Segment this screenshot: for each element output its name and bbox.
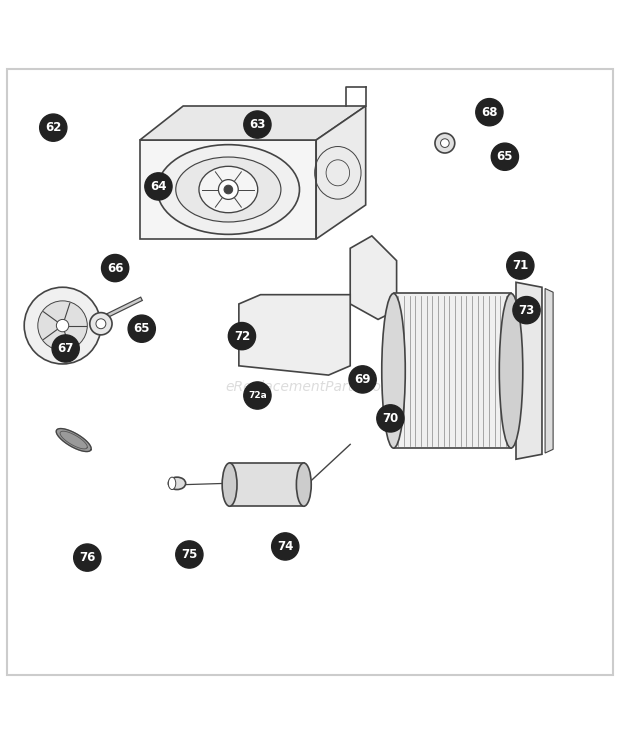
FancyBboxPatch shape <box>7 69 613 675</box>
Circle shape <box>24 287 101 364</box>
Text: 75: 75 <box>181 548 198 561</box>
Circle shape <box>218 179 238 199</box>
Circle shape <box>507 252 534 279</box>
Polygon shape <box>350 236 397 319</box>
Polygon shape <box>394 293 511 448</box>
Text: 67: 67 <box>58 342 74 355</box>
Circle shape <box>435 133 454 153</box>
Circle shape <box>491 143 518 170</box>
Polygon shape <box>316 106 366 239</box>
Text: 68: 68 <box>481 106 498 119</box>
Circle shape <box>441 139 449 147</box>
Text: 71: 71 <box>512 259 528 272</box>
Circle shape <box>56 319 69 332</box>
Circle shape <box>244 382 271 409</box>
Circle shape <box>224 185 232 194</box>
Text: 74: 74 <box>277 540 293 553</box>
Polygon shape <box>140 140 316 239</box>
Circle shape <box>96 318 106 329</box>
Circle shape <box>349 366 376 393</box>
Circle shape <box>90 312 112 335</box>
Circle shape <box>102 254 129 282</box>
Ellipse shape <box>157 144 299 234</box>
Text: 65: 65 <box>497 150 513 163</box>
Text: 65: 65 <box>133 322 150 336</box>
Text: 76: 76 <box>79 551 95 564</box>
Polygon shape <box>140 106 366 140</box>
Polygon shape <box>239 295 350 375</box>
Text: 63: 63 <box>249 118 265 131</box>
Ellipse shape <box>199 167 258 213</box>
Polygon shape <box>516 282 542 459</box>
Circle shape <box>244 111 271 138</box>
Text: 70: 70 <box>383 412 399 425</box>
Text: 64: 64 <box>150 180 167 193</box>
Ellipse shape <box>169 477 185 490</box>
Circle shape <box>38 301 87 350</box>
Polygon shape <box>229 463 304 506</box>
Ellipse shape <box>175 157 281 222</box>
Text: eReplacementParts.com: eReplacementParts.com <box>225 380 395 394</box>
Circle shape <box>513 297 540 324</box>
Text: 72: 72 <box>234 330 250 343</box>
Polygon shape <box>545 289 553 453</box>
Circle shape <box>40 114 67 141</box>
Circle shape <box>377 405 404 432</box>
Circle shape <box>128 315 156 342</box>
Circle shape <box>228 322 255 350</box>
Text: 66: 66 <box>107 262 123 275</box>
Ellipse shape <box>169 477 175 490</box>
Circle shape <box>74 544 101 571</box>
Text: 73: 73 <box>518 304 534 317</box>
Ellipse shape <box>499 293 523 448</box>
Circle shape <box>52 335 79 362</box>
Ellipse shape <box>296 463 311 506</box>
Text: 62: 62 <box>45 121 61 134</box>
Ellipse shape <box>382 293 405 448</box>
Ellipse shape <box>222 463 237 506</box>
Circle shape <box>145 173 172 200</box>
Circle shape <box>175 541 203 568</box>
Text: 72a: 72a <box>248 391 267 400</box>
Circle shape <box>272 533 299 560</box>
Text: 69: 69 <box>355 373 371 386</box>
Polygon shape <box>56 429 91 452</box>
Circle shape <box>476 98 503 126</box>
